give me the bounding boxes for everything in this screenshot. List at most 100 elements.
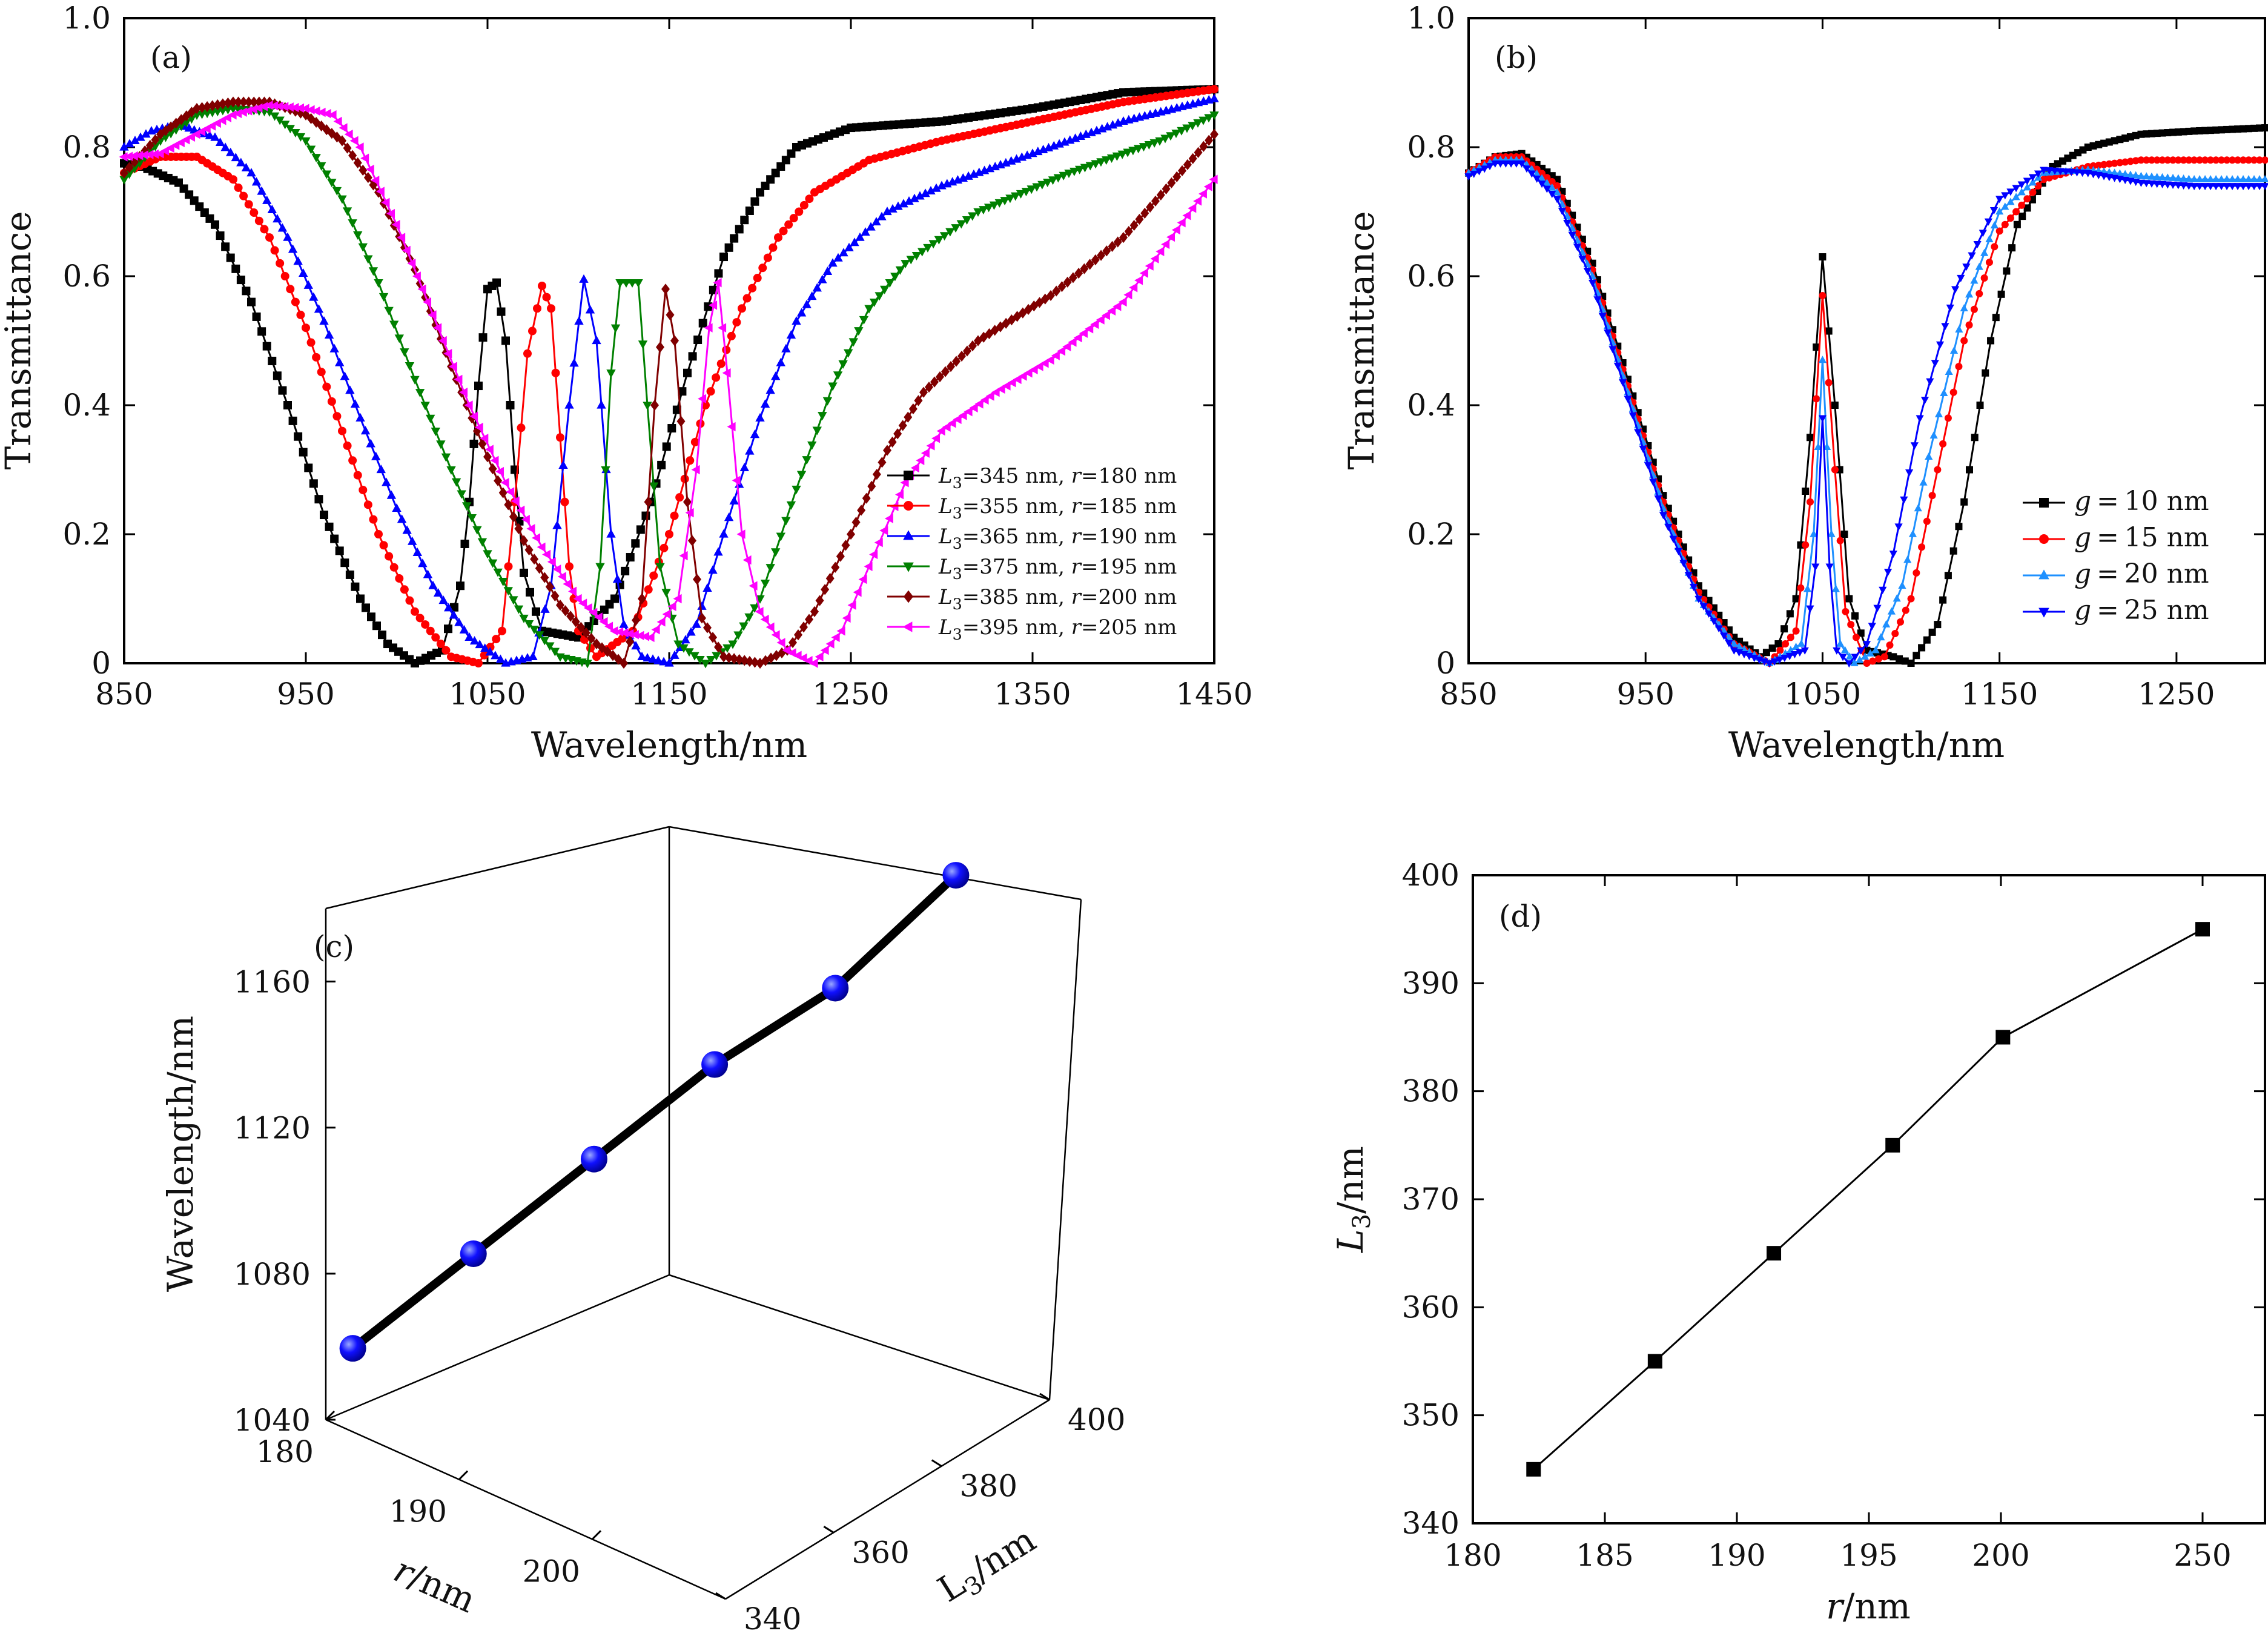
panel-d-ylabel: L3/nm xyxy=(1330,1146,1376,1253)
data-point xyxy=(637,651,647,660)
data-point xyxy=(1792,627,1800,635)
data-point xyxy=(371,176,380,185)
data-point xyxy=(2018,201,2026,209)
data-point xyxy=(1106,154,1117,163)
data-point xyxy=(184,123,194,132)
data-point xyxy=(815,595,824,606)
data-point xyxy=(713,277,722,288)
data-point xyxy=(327,397,336,406)
legend-var2: r xyxy=(1071,525,1082,549)
data-point xyxy=(733,631,743,640)
data-point xyxy=(698,394,707,404)
data-point xyxy=(621,279,631,288)
data-point xyxy=(1955,363,1963,371)
data-point xyxy=(722,368,731,378)
data-point xyxy=(1134,276,1143,285)
data-point xyxy=(657,460,666,469)
legend-label: L3=395 nm, r=205 nm xyxy=(938,615,1177,644)
data-point xyxy=(1171,129,1181,138)
data-point xyxy=(1949,388,1957,396)
legend-sub: 3 xyxy=(953,535,962,553)
data-point xyxy=(220,142,230,151)
data-point xyxy=(745,206,754,215)
data-point xyxy=(1949,346,1959,354)
data-point xyxy=(296,103,305,113)
data-point xyxy=(239,191,248,200)
data-point xyxy=(781,156,790,165)
data-point xyxy=(947,419,956,428)
data-point xyxy=(735,225,744,234)
data-point xyxy=(724,652,733,663)
data-point xyxy=(1091,254,1100,266)
data-point xyxy=(223,97,233,109)
data-point xyxy=(698,612,706,624)
data-point xyxy=(673,640,683,649)
data-point xyxy=(899,199,908,208)
data-point xyxy=(309,479,318,488)
fit-line xyxy=(348,871,960,1353)
data-point xyxy=(1023,368,1033,378)
data-point xyxy=(661,589,671,598)
data-point xyxy=(750,604,759,613)
data-point xyxy=(1845,652,1854,660)
data-point xyxy=(1112,152,1122,161)
data-point xyxy=(1074,165,1085,174)
data-point xyxy=(348,456,357,465)
panel-a: 850 950 1050 1150 1250 1350 1450 0 0.2 0.4 0.6 0.8 1… xyxy=(0,1,1253,766)
data-point xyxy=(552,520,562,529)
data-point xyxy=(210,132,220,141)
data-point xyxy=(1654,495,1662,503)
data-point xyxy=(1011,192,1020,201)
data-point xyxy=(649,482,659,491)
data-point xyxy=(750,197,759,206)
legend-label: L3=355 nm, r=185 nm xyxy=(938,494,1177,523)
data-point xyxy=(964,406,973,417)
data-point xyxy=(974,399,984,409)
data-point xyxy=(638,340,648,349)
data-point xyxy=(745,446,755,455)
data-point xyxy=(1896,655,1903,663)
x-tick-label: 180 xyxy=(1444,1538,1501,1573)
data-point xyxy=(730,653,739,664)
data-point xyxy=(1091,160,1100,169)
data-point xyxy=(1995,1030,2011,1045)
z-tick-label: 1080 xyxy=(234,1257,311,1292)
data-point xyxy=(1955,325,1963,333)
data-point xyxy=(585,305,595,314)
data-point xyxy=(433,588,443,597)
data-point xyxy=(254,103,263,113)
data-point xyxy=(353,231,363,240)
data-point xyxy=(1034,362,1043,371)
data-point xyxy=(1786,610,1794,618)
data-point xyxy=(338,426,346,435)
data-point xyxy=(712,373,721,382)
data-point xyxy=(1960,337,1968,345)
data-point xyxy=(540,572,549,583)
data-point xyxy=(2089,162,2097,170)
data-point xyxy=(1901,657,1909,665)
y-tick-label: 340 xyxy=(1402,1506,1460,1541)
y-tick-label: 380 xyxy=(960,1469,1017,1504)
legend-var2: r xyxy=(1071,615,1082,640)
data-point xyxy=(683,368,692,377)
data-point xyxy=(552,564,561,574)
data-point xyxy=(1573,243,1582,251)
data-point xyxy=(573,594,582,604)
data-point xyxy=(925,382,933,393)
data-point xyxy=(317,162,326,171)
data-point xyxy=(125,162,134,173)
data-point xyxy=(365,164,374,174)
panel-a-series xyxy=(119,85,1219,669)
data-point xyxy=(296,310,305,319)
data-point xyxy=(385,552,394,561)
data-point xyxy=(765,564,775,573)
series-line xyxy=(123,107,1215,664)
data-point xyxy=(136,132,145,141)
data-point xyxy=(1827,529,1836,537)
data-point xyxy=(459,388,468,397)
data-point xyxy=(344,130,353,139)
x-tick-label: 1150 xyxy=(1961,677,2038,712)
data-point xyxy=(643,402,652,411)
series-line xyxy=(123,101,1215,665)
